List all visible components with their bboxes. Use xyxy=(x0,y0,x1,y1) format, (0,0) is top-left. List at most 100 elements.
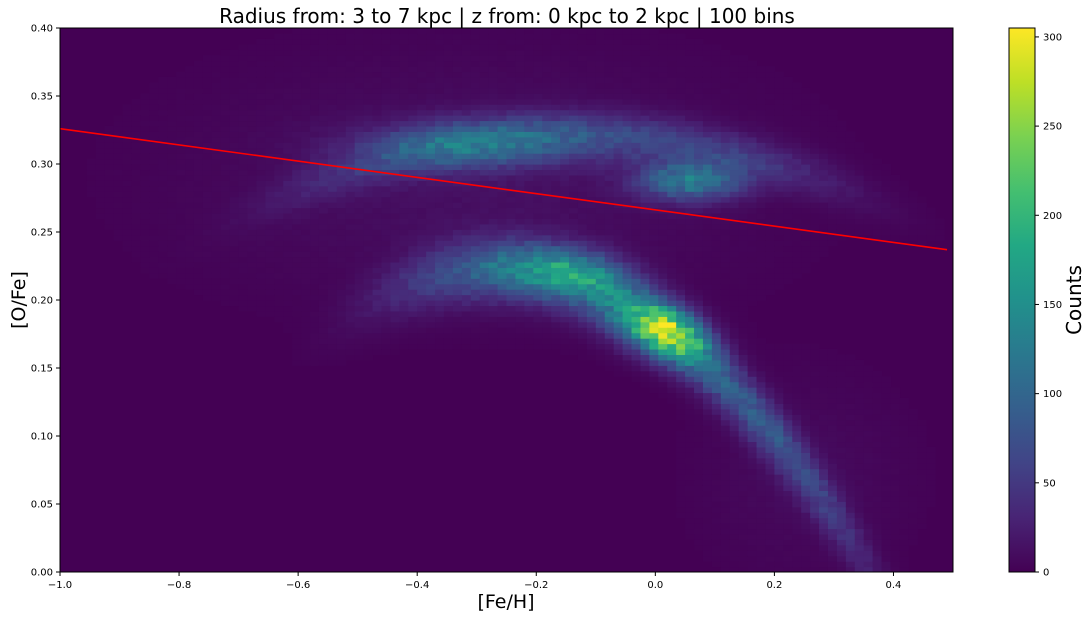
heatmap-cell xyxy=(560,109,570,116)
heatmap-cell xyxy=(560,240,570,247)
heatmap-cell xyxy=(452,261,463,268)
heatmap-cell xyxy=(408,76,418,83)
heatmap-cell xyxy=(667,180,677,187)
heatmap-cell xyxy=(783,104,793,111)
heatmap-cell xyxy=(274,185,284,192)
heatmap-cell xyxy=(158,104,168,111)
heatmap-cell xyxy=(488,169,499,176)
heatmap-cell xyxy=(247,44,258,51)
heatmap-cell xyxy=(479,343,490,350)
heatmap-cell xyxy=(417,196,427,203)
heatmap-cell xyxy=(167,180,177,187)
heatmap-cell xyxy=(426,142,436,149)
heatmap-cell xyxy=(354,300,365,307)
heatmap-cell xyxy=(613,98,624,105)
heatmap-cell xyxy=(542,82,552,89)
heatmap-cell xyxy=(667,392,677,399)
heatmap-cell xyxy=(488,104,499,111)
heatmap-cell xyxy=(801,566,811,572)
heatmap-cell xyxy=(506,207,517,214)
heatmap-cell xyxy=(622,196,633,203)
heatmap-cell xyxy=(461,44,472,51)
heatmap-cell xyxy=(408,82,418,89)
heatmap-cell xyxy=(238,234,249,241)
heatmap-cell xyxy=(765,185,775,192)
heatmap-cell xyxy=(685,506,695,513)
heatmap-cell xyxy=(113,207,124,214)
heatmap-cell xyxy=(470,38,481,45)
heatmap-cell xyxy=(694,283,704,290)
heatmap-cell xyxy=(613,300,624,307)
heatmap-cell xyxy=(336,44,347,51)
heatmap-cell xyxy=(720,272,731,279)
heatmap-cell xyxy=(560,338,570,345)
heatmap-cell xyxy=(738,392,749,399)
heatmap-cell xyxy=(604,109,615,116)
heatmap-cell xyxy=(577,147,588,154)
heatmap-cell xyxy=(720,370,731,377)
heatmap-cell xyxy=(720,327,731,334)
heatmap-cell xyxy=(443,136,454,143)
heatmap-cell xyxy=(819,245,829,252)
heatmap-cell xyxy=(381,125,392,132)
heatmap-cell xyxy=(381,278,392,285)
heatmap-cell xyxy=(694,136,704,143)
heatmap-cell xyxy=(819,223,829,230)
heatmap-cell xyxy=(756,218,767,225)
heatmap-cell xyxy=(702,60,713,67)
heatmap-cell xyxy=(461,164,472,171)
heatmap-cell xyxy=(488,251,499,258)
heatmap-cell xyxy=(515,332,525,339)
heatmap-cell xyxy=(301,234,311,241)
heatmap-cell xyxy=(238,131,249,138)
heatmap-cell xyxy=(738,474,749,481)
heatmap-cell xyxy=(774,120,784,127)
heatmap-cell xyxy=(417,267,427,274)
heatmap-cell xyxy=(318,104,329,111)
heatmap-cell xyxy=(515,240,525,247)
heatmap-cell xyxy=(658,125,668,132)
heatmap-cell xyxy=(827,539,838,546)
heatmap-cell xyxy=(506,218,517,225)
heatmap-cell xyxy=(443,104,454,111)
heatmap-cell xyxy=(658,60,668,67)
heatmap-cell xyxy=(676,223,686,230)
heatmap-cell xyxy=(694,425,704,432)
heatmap-cell xyxy=(265,104,275,111)
heatmap-cell xyxy=(765,218,775,225)
heatmap-cell xyxy=(149,104,159,111)
heatmap-cell xyxy=(131,142,141,149)
heatmap-cell xyxy=(327,60,338,67)
heatmap-cell xyxy=(354,321,365,328)
heatmap-cell xyxy=(711,414,722,421)
heatmap-cell xyxy=(702,365,713,372)
heatmap-cell xyxy=(783,365,793,372)
heatmap-cell xyxy=(685,147,695,154)
heatmap-cell xyxy=(613,245,624,252)
heatmap-cell xyxy=(720,566,731,572)
heatmap-cell xyxy=(354,229,365,236)
heatmap-cell xyxy=(283,305,293,312)
heatmap-cell xyxy=(452,223,463,230)
heatmap-cell xyxy=(443,174,454,181)
heatmap-cell xyxy=(685,66,695,73)
heatmap-cell xyxy=(747,147,758,154)
heatmap-cell xyxy=(336,196,347,203)
heatmap-cell xyxy=(640,131,650,138)
heatmap-cell xyxy=(694,66,704,73)
heatmap-cell xyxy=(586,115,597,122)
heatmap-cell xyxy=(694,234,704,241)
heatmap-cell xyxy=(265,283,275,290)
heatmap-cell xyxy=(426,234,436,241)
heatmap-cell xyxy=(595,66,606,73)
heatmap-cell xyxy=(586,234,597,241)
heatmap-cell xyxy=(810,490,820,497)
heatmap-cell xyxy=(318,191,329,198)
heatmap-cell xyxy=(533,267,543,274)
heatmap-cell xyxy=(488,142,499,149)
heatmap-cell xyxy=(613,33,624,40)
heatmap-cell xyxy=(577,125,588,132)
heatmap-cell xyxy=(667,207,677,214)
heatmap-cell xyxy=(417,256,427,263)
heatmap-cell xyxy=(729,419,740,426)
